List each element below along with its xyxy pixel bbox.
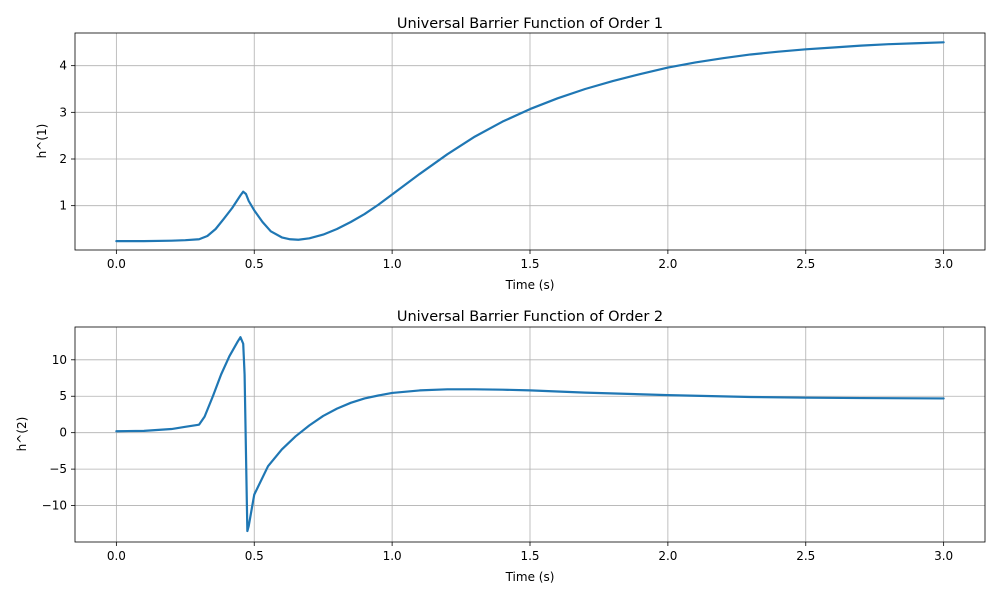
- x-tick-label: 1.5: [520, 257, 539, 271]
- series-line: [115, 41, 945, 243]
- x-tick-label: 0.5: [245, 549, 264, 563]
- y-tick-label: −10: [42, 499, 67, 513]
- y-tick-label: 10: [52, 353, 67, 367]
- x-tick-label: 0.0: [107, 549, 126, 563]
- x-tick-label: 1.0: [383, 549, 402, 563]
- y-tick-label: 4: [59, 59, 67, 73]
- x-tick-label: 1.5: [520, 549, 539, 563]
- subplot-1-xlabel: Time (s): [505, 278, 555, 292]
- subplot-1-title: Universal Barrier Function of Order 1: [397, 16, 663, 32]
- x-tick-label: 2.5: [796, 549, 815, 563]
- y-tick-label: 1: [59, 199, 67, 213]
- subplot-2-ylabel: h^(2): [15, 417, 29, 452]
- subplot-1-ylabel: h^(1): [35, 124, 49, 159]
- x-tick-label: 0.5: [245, 257, 264, 271]
- x-tick-label: 1.0: [383, 257, 402, 271]
- x-tick-label: 2.0: [658, 549, 677, 563]
- x-tick-label: 2.5: [796, 257, 815, 271]
- y-tick-label: 3: [59, 105, 67, 119]
- subplot-2-title: Universal Barrier Function of Order 2: [397, 309, 663, 325]
- x-tick-label: 3.0: [934, 257, 953, 271]
- axes-frame: [74, 326, 986, 543]
- subplot-order-2: Universal Barrier Function of Order 2 Ti…: [15, 309, 986, 584]
- x-tick-label: 3.0: [934, 549, 953, 563]
- axes-frame: [74, 32, 986, 251]
- x-tick-label: 2.0: [658, 257, 677, 271]
- x-tick-label: 0.0: [107, 257, 126, 271]
- subplot-order-1: Universal Barrier Function of Order 1 Ti…: [35, 16, 986, 292]
- y-tick-label: 0: [59, 426, 67, 440]
- y-tick-label: −5: [49, 462, 67, 476]
- y-tick-label: 5: [59, 389, 67, 403]
- y-tick-label: 2: [59, 152, 67, 166]
- subplot-2-xlabel: Time (s): [505, 570, 555, 584]
- series-line: [115, 336, 945, 533]
